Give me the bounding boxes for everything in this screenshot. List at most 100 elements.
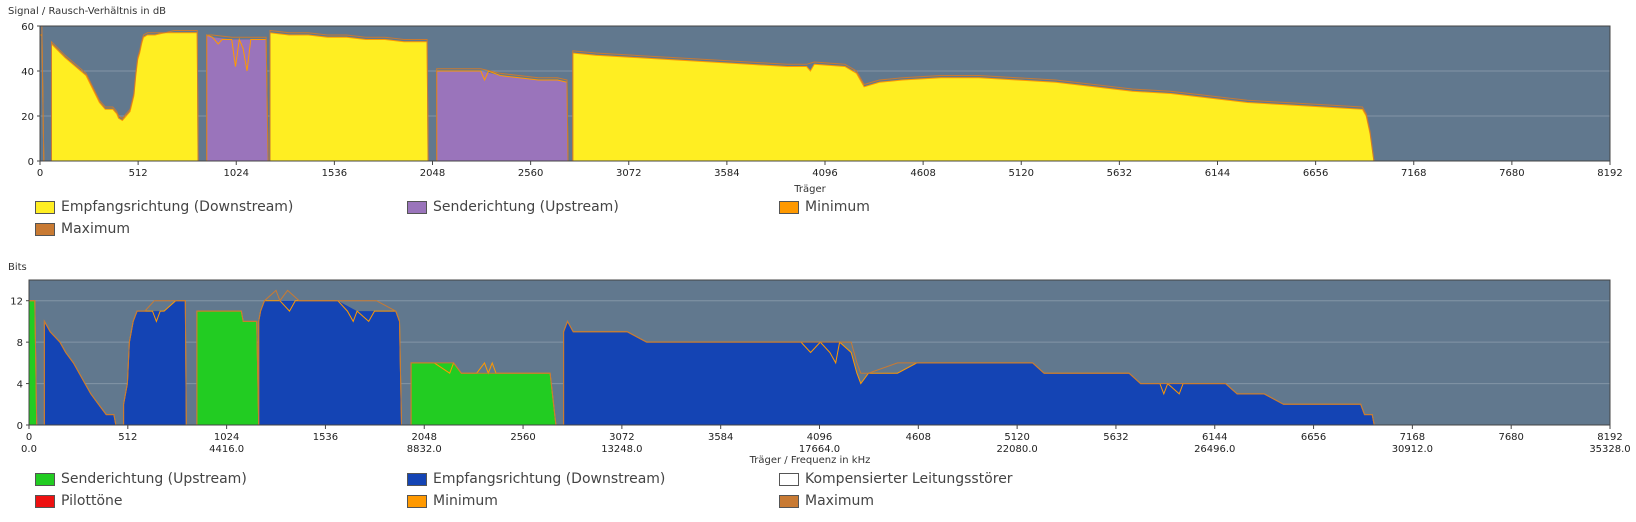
x-tick-label: 6656 — [1303, 168, 1328, 179]
maximum-swatch — [35, 222, 55, 236]
x-tick-label: 1024 — [224, 168, 249, 179]
y-tick-label: 8 — [17, 338, 23, 349]
x-tick-label: 6144 — [1202, 432, 1227, 443]
legend-label: Senderichtung (Upstream) — [61, 471, 247, 487]
x-tick-freq-label: 4416.0 — [209, 444, 244, 455]
x-tick-label: 2560 — [510, 432, 535, 443]
y-tick-label: 20 — [21, 112, 34, 123]
x-tick-label: 2048 — [420, 168, 445, 179]
x-tick-label: 512 — [118, 432, 137, 443]
maximum-swatch — [779, 494, 799, 508]
x-tick-label: 512 — [129, 168, 148, 179]
area-empfangsrichtung-downstream- — [258, 300, 402, 425]
downstream-swatch — [407, 472, 427, 486]
area-senderichtung-upstream- — [436, 71, 568, 161]
bits-legend-item-minimum: Minimum — [407, 493, 498, 509]
line-maximum — [28, 289, 1610, 426]
area-empfangsrichtung-downstream- — [51, 32, 199, 161]
x-tick-label: 4096 — [812, 168, 837, 179]
bits-legend-item-upstream: Senderichtung (Upstream) — [35, 471, 247, 487]
x-tick-label: 6656 — [1301, 432, 1326, 443]
snr-y-ticks: 0 20 40 60 — [21, 22, 40, 168]
minimum-swatch — [779, 200, 799, 214]
downstream-swatch — [35, 200, 55, 214]
line-minimum — [39, 32, 1610, 162]
bits-legend-item-compensated: Kompensierter Leitungsstörer — [779, 471, 1013, 487]
line-maximum — [39, 25, 1610, 162]
x-tick-label: 3072 — [609, 432, 634, 443]
snr-x-axis-label: Träger — [793, 184, 826, 195]
bits-legend-item-pilot: Pilottöne — [35, 493, 123, 509]
x-tick-label: 7168 — [1400, 432, 1425, 443]
area-senderichtung-upstream- — [196, 311, 259, 425]
x-tick-label: 8192 — [1597, 432, 1622, 443]
snr-series — [39, 25, 1610, 162]
upstream-swatch — [407, 200, 427, 214]
compensated-swatch — [779, 472, 799, 486]
x-tick-label: 3584 — [708, 432, 733, 443]
snr-chart-title: Signal / Rausch-Verhältnis in dB — [8, 6, 166, 17]
x-tick-label: 5120 — [1009, 168, 1034, 179]
x-tick-freq-label: 17664.0 — [799, 444, 840, 455]
x-tick-label: 5632 — [1103, 432, 1128, 443]
x-tick-label: 7168 — [1401, 168, 1426, 179]
legend-label: Minimum — [433, 493, 498, 509]
legend-label: Empfangsrichtung (Downstream) — [433, 471, 666, 487]
x-tick-freq-label: 35328.0 — [1589, 444, 1630, 455]
bits-chart-title: Bits — [8, 262, 27, 273]
y-tick-label: 40 — [21, 67, 34, 78]
bits-legend-item-downstream: Empfangsrichtung (Downstream) — [407, 471, 665, 487]
x-tick-label: 1024 — [214, 432, 239, 443]
snr-legend-item-downstream: Empfangsrichtung (Downstream) — [35, 199, 293, 215]
x-tick-label: 3072 — [616, 168, 641, 179]
y-tick-label: 0 — [28, 157, 34, 168]
bits-series — [28, 289, 1610, 426]
x-tick-label: 2560 — [518, 168, 543, 179]
pilot-swatch — [35, 494, 55, 508]
bits-x-axis-label: Träger / Frequenz in kHz — [749, 455, 871, 466]
x-tick-label: 8192 — [1597, 168, 1622, 179]
legend-label: Empfangsrichtung (Downstream) — [61, 199, 294, 215]
x-tick-label: 4096 — [807, 432, 832, 443]
x-tick-label: 7680 — [1498, 432, 1523, 443]
x-tick-label: 4608 — [906, 432, 931, 443]
y-tick-label: 0 — [17, 421, 23, 432]
legend-label: Maximum — [805, 493, 874, 509]
bits-y-ticks: 0 4 8 12 — [10, 297, 29, 432]
x-tick-freq-label: 0.0 — [21, 444, 37, 455]
x-tick-freq-label: 26496.0 — [1194, 444, 1235, 455]
snr-legend-item-upstream: Senderichtung (Upstream) — [407, 199, 619, 215]
y-tick-label: 4 — [17, 380, 23, 391]
x-tick-freq-label: 30912.0 — [1392, 444, 1433, 455]
x-tick-label: 4608 — [910, 168, 935, 179]
legend-label: Pilottöne — [61, 493, 123, 509]
bits-legend-item-maximum: Maximum — [779, 493, 874, 509]
x-tick-label: 5632 — [1107, 168, 1132, 179]
legend-label: Senderichtung (Upstream) — [433, 199, 619, 215]
area-empfangsrichtung-downstream- — [563, 321, 1375, 425]
legend-label: Kompensierter Leitungsstörer — [805, 471, 1013, 487]
snr-x-ticks: 0 512 1024 1536 2048 2560 3072 3584 4096 4608 5120… — [37, 161, 1623, 179]
y-tick-label: 12 — [10, 297, 23, 308]
area-empfangsrichtung-downstream- — [123, 300, 187, 425]
x-tick-label: 0 — [37, 168, 43, 179]
upstream-swatch — [35, 472, 55, 486]
x-tick-freq-label: 13248.0 — [601, 444, 642, 455]
x-tick-label: 5120 — [1004, 432, 1029, 443]
x-tick-label: 1536 — [322, 168, 347, 179]
x-tick-freq-label: 8832.0 — [407, 444, 442, 455]
legend-label: Maximum — [61, 221, 130, 237]
snr-chart: Signal / Rausch-Verhältnis in dB 0 20 40 60… — [8, 6, 1623, 195]
x-tick-label: 3584 — [714, 168, 739, 179]
x-tick-label: 1536 — [313, 432, 338, 443]
area-senderichtung-upstream- — [206, 35, 269, 161]
legend-label: Minimum — [805, 199, 870, 215]
x-tick-label: 6144 — [1205, 168, 1230, 179]
x-tick-freq-label: 22080.0 — [996, 444, 1037, 455]
area-empfangsrichtung-downstream- — [572, 53, 1374, 161]
snr-legend-item-minimum: Minimum — [779, 199, 870, 215]
area-senderichtung-upstream- — [411, 362, 556, 425]
minimum-swatch — [407, 494, 427, 508]
